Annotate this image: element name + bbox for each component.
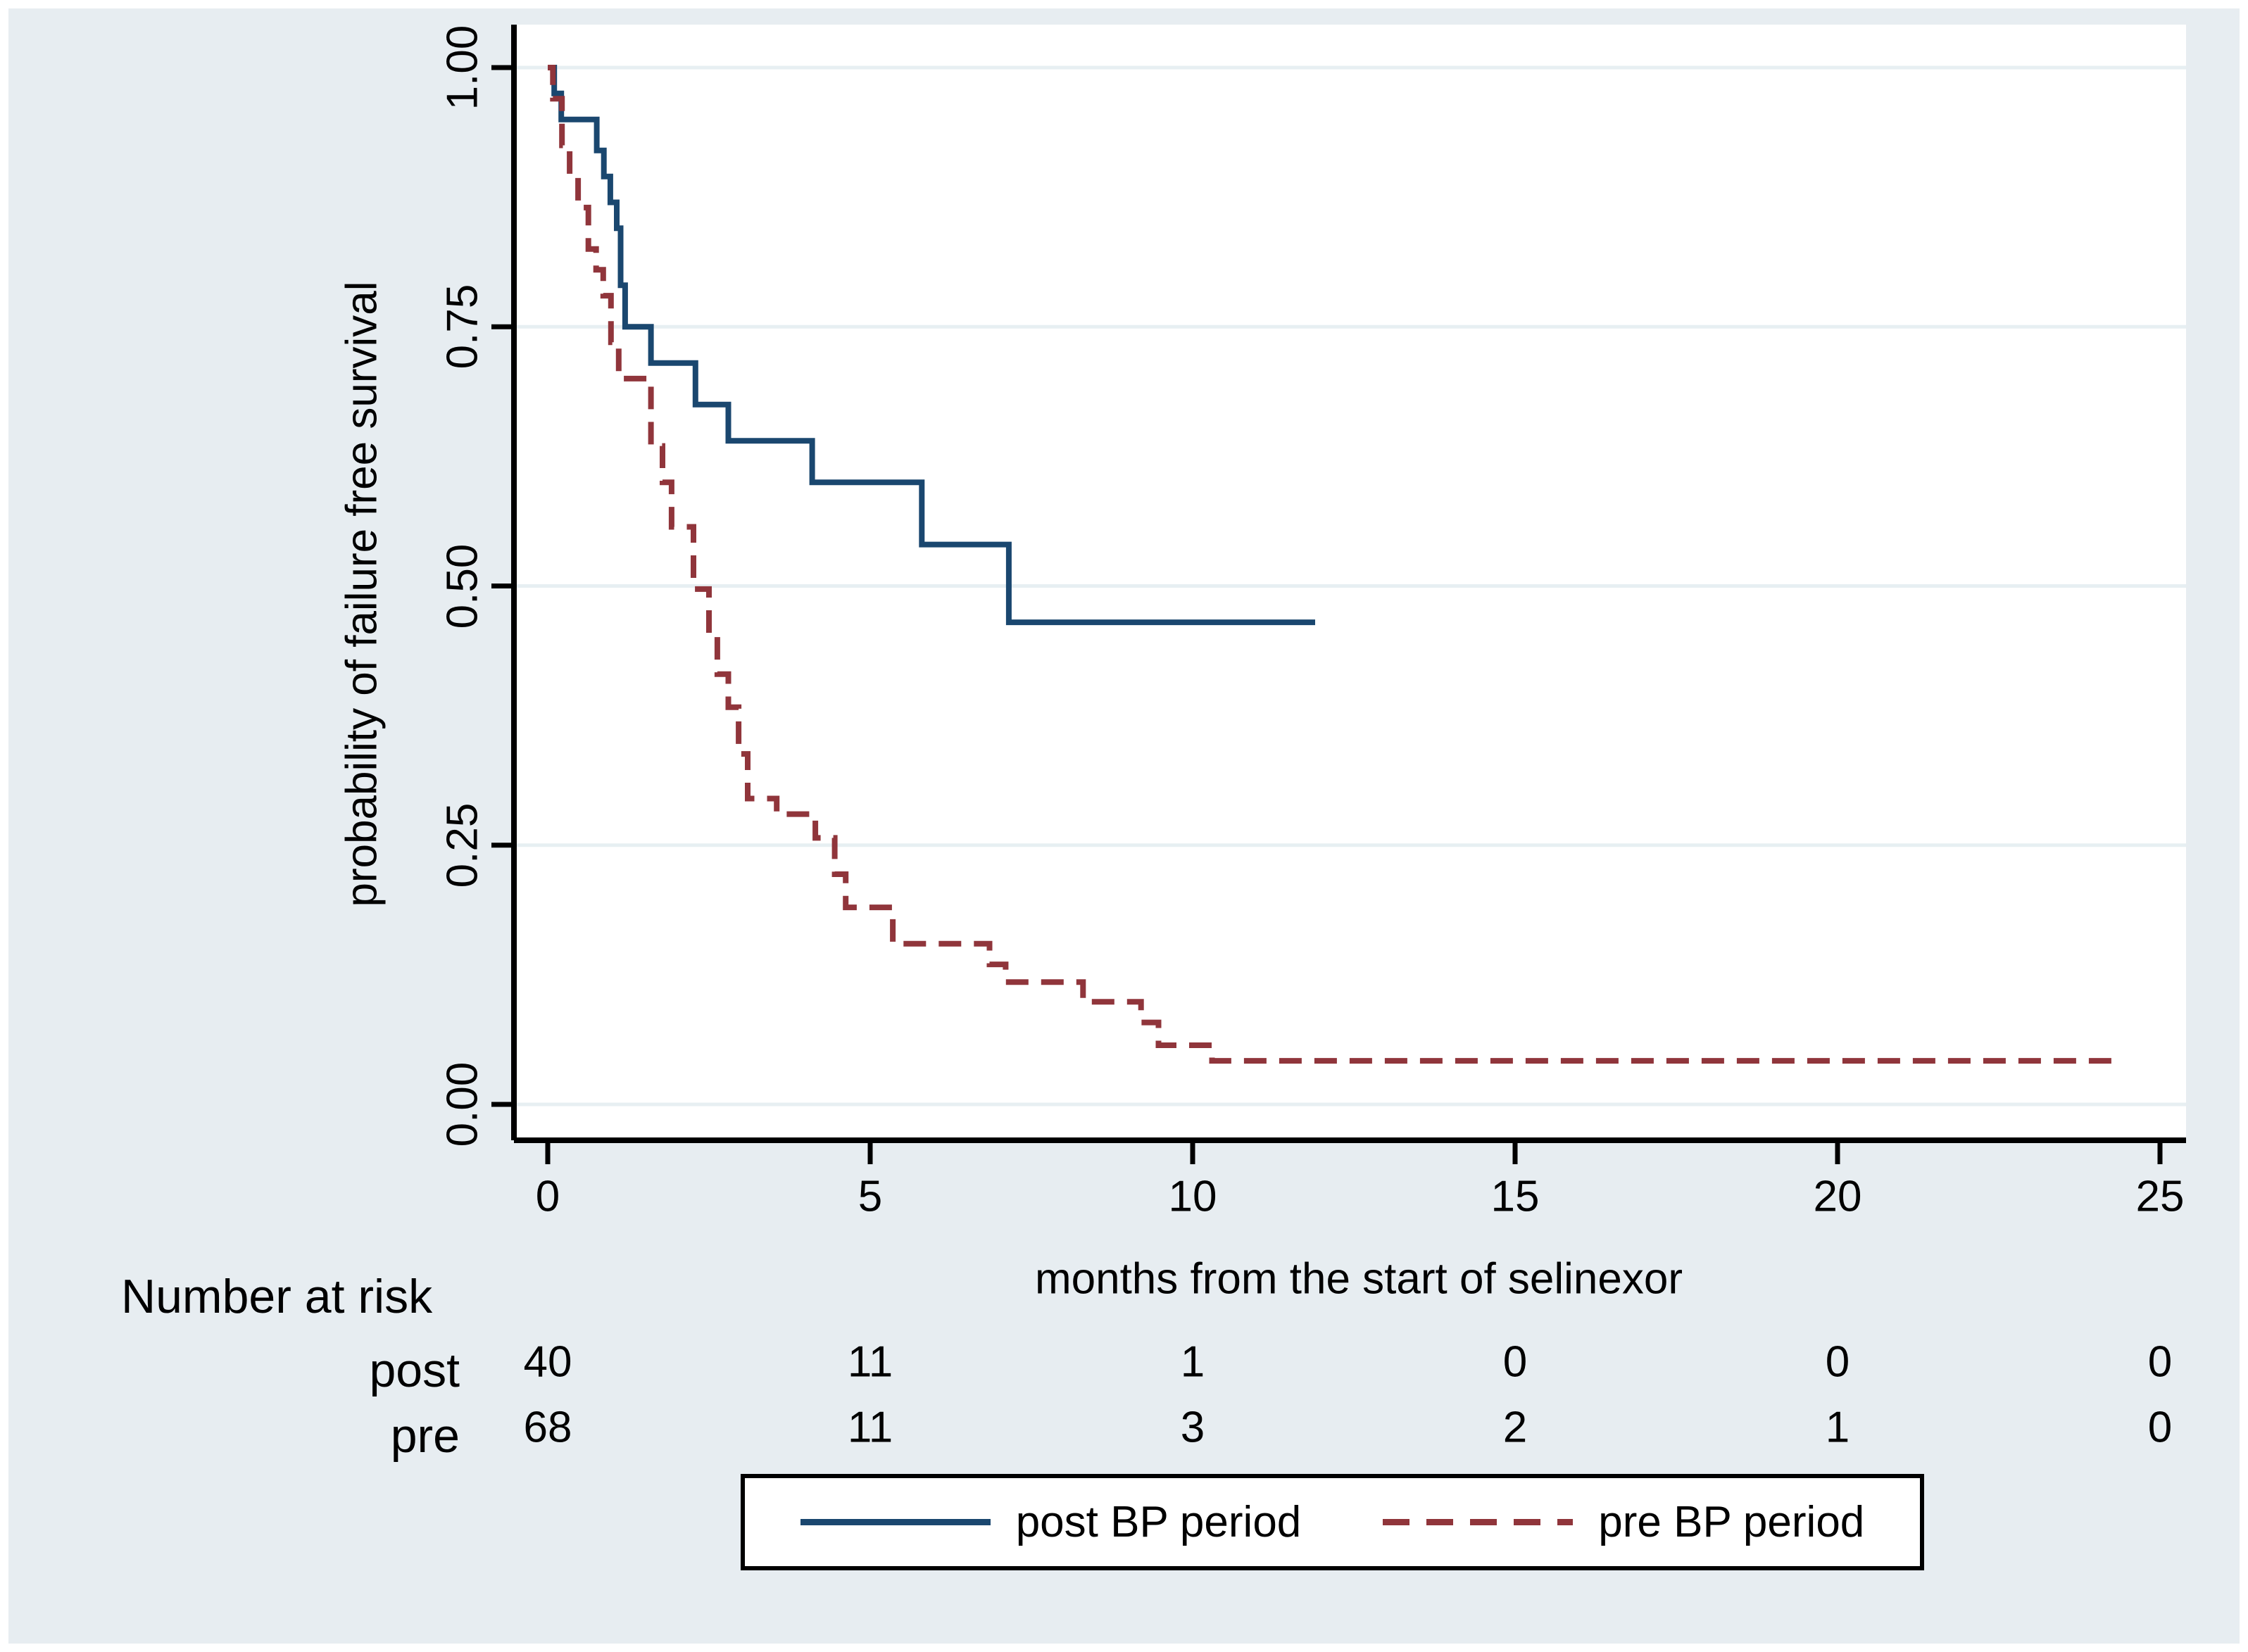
km-curve-pre [548,65,2115,1064]
y-tick-label-0.50: 0.50 [438,543,487,629]
legend-pre-line-swatch [1383,1519,1574,1525]
risk-count-post-5: 11 [847,1337,893,1387]
risk-count-post-10: 1 [1180,1337,1205,1387]
legend-post-line-swatch [800,1519,991,1525]
y-tick-label-1.00: 1.00 [438,25,487,111]
x-axis-title: months from the start of selinexor [1034,1254,1683,1304]
risk-count-pre-10: 3 [1180,1403,1205,1452]
risk-count-pre-0: 68 [523,1403,572,1452]
risk-count-pre-25: 0 [2147,1403,2173,1452]
risk-count-post-20: 0 [1825,1337,1850,1387]
risk-count-pre-5: 11 [847,1403,893,1452]
legend-post-label: post BP period [1015,1498,1302,1546]
x-tick-label-15: 15 [1490,1172,1540,1221]
risk-count-pre-15: 2 [1502,1403,1528,1452]
x-tick-label-20: 20 [1813,1172,1862,1221]
y-axis-title: probability of failure free survival [337,281,387,907]
y-tick-label-0.75: 0.75 [438,284,487,370]
y-tick-label-0.25: 0.25 [438,802,487,888]
risk-count-post-15: 0 [1502,1337,1528,1387]
risk-count-post-0: 40 [523,1337,572,1387]
legend-box: post BP period pre BP period [741,1474,1924,1570]
x-tick-label-10: 10 [1168,1172,1217,1221]
figure-background: probability of failure free survival mon… [8,8,2240,1644]
x-tick-label-0: 0 [535,1172,560,1221]
x-tick-label-5: 5 [858,1172,883,1221]
risk-row-label-pre: pre [390,1409,460,1463]
plot-area [514,25,2186,1140]
legend-pre-label: pre BP period [1598,1498,1865,1546]
risk-count-pre-20: 1 [1825,1403,1850,1452]
y-tick-label-0.00: 0.00 [438,1061,487,1147]
risk-row-label-post: post [369,1344,460,1397]
risk-count-post-25: 0 [2147,1337,2173,1387]
km-plot-svg [491,25,2186,1164]
x-tick-label-25: 25 [2135,1172,2185,1221]
risk-table-title: Number at risk [121,1270,433,1323]
km-curve-post [548,65,1315,626]
